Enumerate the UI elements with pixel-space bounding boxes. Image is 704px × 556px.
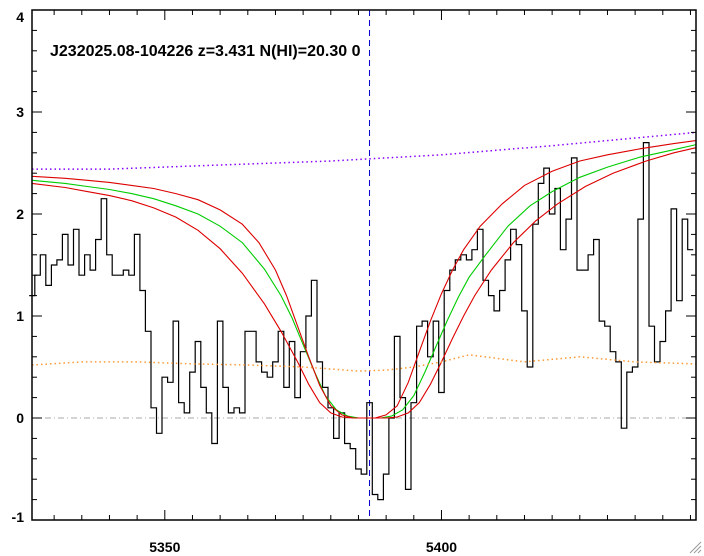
series-line-4 xyxy=(32,131,697,170)
y-tick-label: 0 xyxy=(16,410,24,426)
y-tick-label: 4 xyxy=(16,9,24,25)
plot-frame xyxy=(31,9,697,521)
y-tick-label: 2 xyxy=(16,206,24,222)
x-tick-label: 5350 xyxy=(149,539,180,555)
y-tick-label: 1 xyxy=(16,308,24,324)
series-line-5 xyxy=(31,354,697,372)
x-tick-label: 5400 xyxy=(426,539,457,555)
y-tick-label: -1 xyxy=(12,509,25,525)
y-tick-label: 3 xyxy=(16,104,24,120)
axes: 5350 5400 -1 0 1 2 3 4 xyxy=(12,9,696,555)
plot-area xyxy=(29,10,697,520)
series-line-3 xyxy=(31,147,697,419)
series-line-0 xyxy=(29,142,694,501)
series-line-2 xyxy=(31,140,697,419)
chart-title: J232025.08-104226 z=3.431 N(HI)=20.30 0 xyxy=(50,43,361,60)
resize-grip-icon[interactable] xyxy=(688,540,702,554)
